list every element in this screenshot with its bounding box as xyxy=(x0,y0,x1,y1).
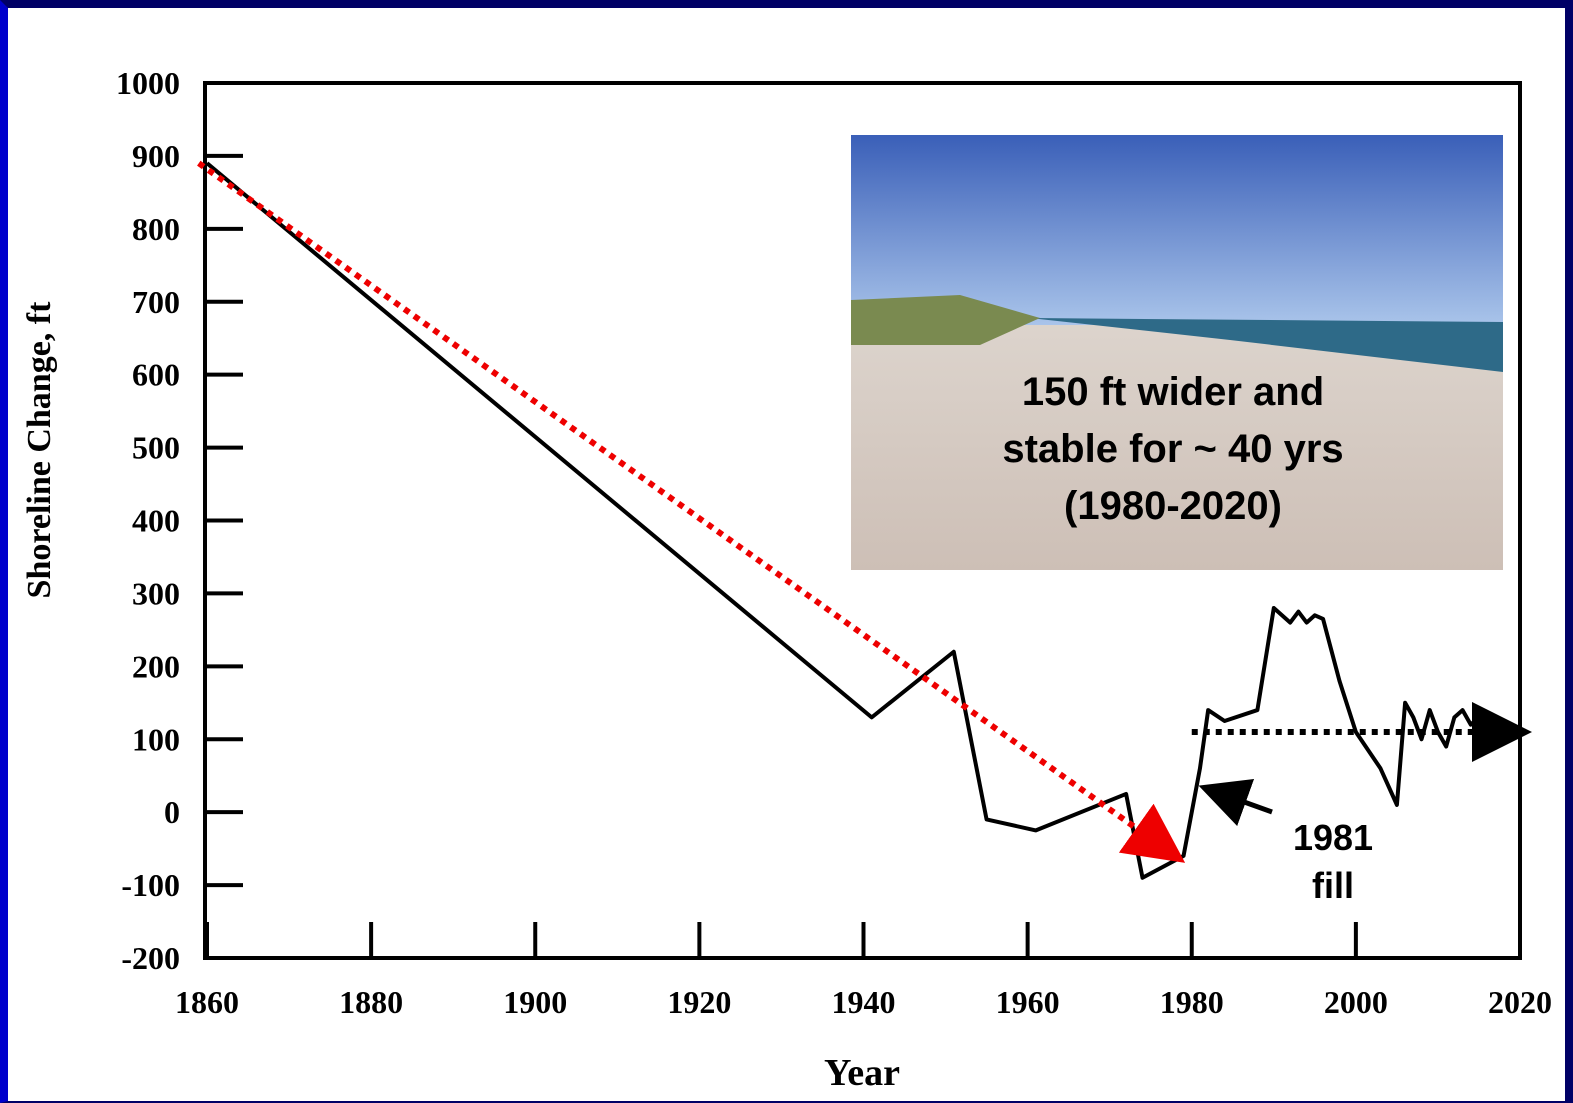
annotation: (1980-2020) xyxy=(1064,484,1282,528)
x-tick-label: 1900 xyxy=(503,984,567,1020)
x-tick-label: 1960 xyxy=(996,984,1060,1020)
x-tick-label: 2020 xyxy=(1488,984,1552,1020)
annotation-arrow xyxy=(1198,779,1273,827)
annotation: fill xyxy=(1312,865,1354,906)
x-tick-label: 1920 xyxy=(667,984,731,1020)
data-line xyxy=(205,161,1512,880)
annotation: 150 ft wider and xyxy=(1022,370,1324,414)
y-tick-label: 600 xyxy=(132,357,180,393)
y-tick-label: 500 xyxy=(132,430,180,466)
y-tick-label: 100 xyxy=(132,721,180,757)
y-tick-label: 400 xyxy=(132,503,180,539)
x-tick-label: 2000 xyxy=(1324,984,1388,1020)
y-tick-label: 800 xyxy=(132,211,180,247)
y-tick-label: 900 xyxy=(132,138,180,174)
x-tick-label: 1860 xyxy=(175,984,239,1020)
y-tick-label: -100 xyxy=(121,867,180,903)
annotation: 1981 xyxy=(1293,817,1373,858)
y-tick-label: 0 xyxy=(164,794,180,830)
y-axis-label: Shoreline Change, ft xyxy=(21,301,58,599)
x-tick-label: 1880 xyxy=(339,984,403,1020)
y-tick-label: 300 xyxy=(132,575,180,611)
photo xyxy=(851,135,1503,570)
x-tick-label: 1980 xyxy=(1160,984,1224,1020)
y-tick-label: 700 xyxy=(132,284,180,320)
y-tick-label: -200 xyxy=(121,940,180,976)
y-tick-label: 1000 xyxy=(116,65,180,101)
annotation: stable for ~ 40 yrs xyxy=(1002,427,1343,471)
x-tick-label: 1940 xyxy=(832,984,896,1020)
x-axis-label: Year xyxy=(824,1052,900,1094)
trend-line xyxy=(197,160,1186,863)
y-tick-label: 200 xyxy=(132,648,180,684)
